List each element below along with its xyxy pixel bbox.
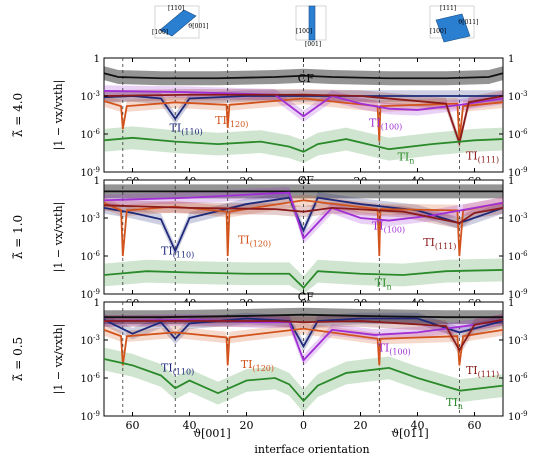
series-label-TI120: TI(120) <box>215 114 248 129</box>
x-tick-label: 20 <box>240 419 254 432</box>
inset-left: [110] [100] ϑ[001] <box>152 5 208 39</box>
series-label-TI100: TI(100) <box>378 341 411 356</box>
y-tick-label-left: 10-3 <box>80 334 100 347</box>
y-tick-label-left: 10-6 <box>80 128 100 141</box>
band-TI120 <box>104 92 503 148</box>
band-TIn <box>104 347 503 413</box>
band-TI111 <box>104 199 503 229</box>
series-label-TI100: TI(100) <box>372 219 405 234</box>
y-tick-label-right: 10-6 <box>508 372 528 385</box>
y-tick-label-left: 1 <box>94 54 100 65</box>
inset-left-label-1: [110] <box>168 5 184 12</box>
series-label-CF: CF <box>298 72 314 85</box>
series-label-CF: CF <box>298 291 314 304</box>
band-TI100 <box>104 186 503 244</box>
y-tick-label-right: 10-3 <box>508 334 528 347</box>
series-line-TI111 <box>103 204 504 225</box>
lambda-label: λ̃ = 1.0 <box>11 215 25 259</box>
y-tick-label-right: 10-9 <box>508 288 528 301</box>
inset-center: [100] [001] <box>295 5 327 48</box>
y-tick-label-left: 10-9 <box>80 288 100 301</box>
series-label-TI120: TI(120) <box>241 358 274 373</box>
y-tick-label-right: 10-3 <box>508 212 528 225</box>
y-axis-label: |1 − vx/vxth| <box>52 80 66 151</box>
series-line-TI100 <box>103 90 504 118</box>
y-axis-label: |1 − vx/vxth| <box>52 324 66 395</box>
y-tick-label-left: 10-9 <box>80 166 100 179</box>
y-tick-label-right: 10-3 <box>508 90 528 103</box>
y-tick-label-right: 10-6 <box>508 128 528 141</box>
y-tick-label-right: 1 <box>508 176 514 187</box>
series-label-TI111: TI(111) <box>466 364 499 379</box>
inset-right-label-1: [111] <box>440 5 456 12</box>
y-tick-label-left: 1 <box>94 298 100 309</box>
y-tick-label-left: 10-6 <box>80 250 100 263</box>
inset-center-label-1: [100] <box>296 28 312 35</box>
series-label-TI111: TI(111) <box>466 149 499 164</box>
x-tick-label: 60 <box>468 419 482 432</box>
inset-right-label-2: [100] <box>430 28 446 35</box>
x-sub-right: ϑ[011] <box>391 427 428 440</box>
series-line-CF <box>104 313 503 319</box>
x-tick-label: 0 <box>300 419 307 432</box>
x-sub-left: ϑ[001] <box>193 427 230 440</box>
series-label-CF: CF <box>298 174 314 187</box>
panel-2: CF TI(110) TI(120) TI(100) TI(111) TIn 1 1 10-3 1… <box>11 291 528 432</box>
y-tick-label-right: 10-9 <box>508 410 528 423</box>
series-label-TIn: TIn <box>446 396 463 411</box>
band-TI111 <box>104 89 503 149</box>
series-label-TI100: TI(100) <box>369 116 402 131</box>
lambda-label: λ̃ = 0.5 <box>11 337 25 381</box>
series-line-TI111 <box>103 93 504 147</box>
series-label-TIn: TIn <box>398 151 415 166</box>
series-label-TI120: TI(120) <box>238 233 271 248</box>
panel-0: CF TI(110) TI(120) TI(100) TI(111) TIn 1 1 10-3 1… <box>11 54 528 188</box>
x-axis-label: interface orientation <box>254 443 369 456</box>
series-line-TI120 <box>103 327 504 366</box>
series-label-TI111: TI(111) <box>423 236 456 251</box>
y-tick-label-left: 1 <box>94 176 100 187</box>
inset-center-label-2: [001] <box>305 41 321 48</box>
y-tick-label-left: 10-3 <box>80 212 100 225</box>
series-line-CF <box>103 72 504 80</box>
y-tick-label-right: 1 <box>508 54 514 65</box>
band-TI111 <box>104 314 503 356</box>
x-tick-label: 40 <box>183 419 197 432</box>
series-line-TI120 <box>103 97 504 142</box>
y-tick-label-left: 10-3 <box>80 90 100 103</box>
series-line-TI120 <box>103 199 504 257</box>
band-TI100 <box>104 314 503 366</box>
panel-1: CF TI(110) TI(120) TI(100) TI(111) TIn 1 1 10-3 1… <box>11 174 528 310</box>
series-line-TI110 <box>103 95 503 121</box>
series-line-TIn <box>103 136 504 153</box>
series-line-TIn <box>103 358 504 403</box>
series-line-TIn <box>103 269 504 289</box>
y-tick-label-left: 10-9 <box>80 410 100 423</box>
y-tick-label-right: 10-9 <box>508 166 528 179</box>
inset-right-label-3: ϑ[011] <box>458 19 478 26</box>
x-tick-label: 60 <box>126 419 140 432</box>
y-axis-label: |1 − vx/vxth| <box>52 202 66 273</box>
band-TI110 <box>104 90 503 125</box>
inset-left-label-3: ϑ[001] <box>188 23 208 30</box>
series-label-TIn: TIn <box>375 276 392 291</box>
panels: CF TI(110) TI(120) TI(100) TI(111) TIn 1 1 10-3 1… <box>11 54 528 432</box>
series-label-TI110: TI(110) <box>170 121 203 136</box>
x-tick-label: 20 <box>354 419 368 432</box>
inset-right: [111] [100] ϑ[011] <box>429 5 478 43</box>
inset-left-label-2: [100] <box>152 29 168 36</box>
lambda-label: λ̃ = 4.0 <box>11 93 25 137</box>
y-tick-label-left: 10-6 <box>80 372 100 385</box>
x-tick-label: 40 <box>411 419 425 432</box>
series-line-TI111 <box>104 318 504 352</box>
series-label-TI110: TI(110) <box>161 245 194 260</box>
y-tick-label-right: 10-6 <box>508 250 528 263</box>
y-tick-label-right: 1 <box>508 298 514 309</box>
series-label-TI110: TI(110) <box>161 362 194 377</box>
